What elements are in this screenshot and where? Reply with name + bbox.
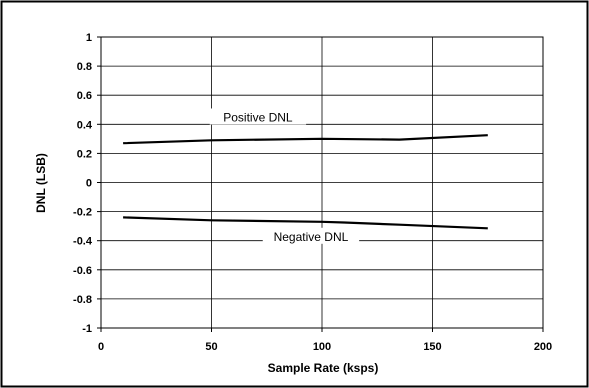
y-tick-label: 0.2 bbox=[77, 148, 92, 160]
y-axis-title: DNL (LSB) bbox=[34, 153, 48, 213]
y-tick-label: -0.2 bbox=[73, 207, 92, 219]
plot-frame bbox=[100, 36, 544, 329]
x-axis-title: Sample Rate (ksps) bbox=[268, 361, 379, 375]
negative-dnl-line bbox=[123, 216, 488, 230]
negative-dnl-label: Negative DNL bbox=[274, 230, 349, 244]
line-layer bbox=[123, 134, 488, 230]
grid-layer bbox=[97, 36, 544, 332]
x-tick-label: 0 bbox=[98, 341, 104, 353]
y-tick-label: -0.6 bbox=[73, 265, 92, 277]
x-tick-label: 150 bbox=[423, 341, 441, 353]
y-tick-label: 0.4 bbox=[77, 119, 93, 131]
y-tick-label: 1 bbox=[86, 32, 92, 44]
y-tick-label: -0.8 bbox=[73, 294, 92, 306]
x-tick-label: 50 bbox=[205, 341, 217, 353]
positive-dnl-line bbox=[123, 134, 488, 145]
negative-dnl-label-bg bbox=[262, 227, 360, 244]
y-tick-label: 0 bbox=[86, 178, 92, 190]
y-tick-label: 0.6 bbox=[77, 90, 92, 102]
x-tick-label: 200 bbox=[534, 341, 552, 353]
positive-dnl-label: Positive DNL bbox=[223, 110, 293, 124]
positive-dnl-label-bg bbox=[209, 108, 307, 125]
tick-layer: 1 0.8 0.6 0.4 0.2 0 -0.2 -0.4 -0.6 -0.8 -1 0 50 100 15… bbox=[73, 32, 552, 353]
y-tick-label: -1 bbox=[82, 323, 92, 335]
x-tick-label: 100 bbox=[313, 341, 331, 353]
y-tick-label: 0.8 bbox=[77, 61, 92, 73]
y-tick-label: -0.4 bbox=[73, 236, 93, 248]
annotation-layer: Positive DNL Negative DNL bbox=[209, 108, 360, 244]
